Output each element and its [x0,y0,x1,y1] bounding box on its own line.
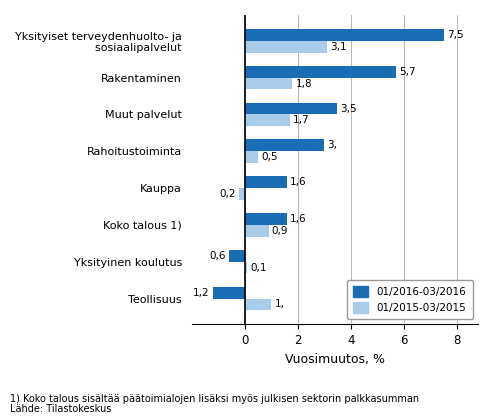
Bar [245,41,327,52]
Text: 5,7: 5,7 [399,67,416,77]
Text: 1,8: 1,8 [295,79,312,89]
Bar [245,103,337,114]
Bar [245,114,290,126]
Text: 3,1: 3,1 [330,42,347,52]
Bar [245,299,271,310]
Bar [245,78,292,89]
Text: 3,5: 3,5 [341,104,357,114]
Text: 1,: 1, [274,300,284,310]
Text: 0,1: 0,1 [250,262,267,272]
Legend: 01/2016-03/2016, 01/2015-03/2015: 01/2016-03/2016, 01/2015-03/2015 [347,280,473,319]
Bar [245,29,444,41]
Text: 0,6: 0,6 [209,251,225,261]
Text: 1,2: 1,2 [193,287,210,297]
Bar [245,262,247,273]
Text: 0,5: 0,5 [261,152,278,162]
Bar [245,66,396,78]
Text: 1) Koko talous sisältää päätoimialojen lisäksi myös julkisen sektorin palkkasumm: 1) Koko talous sisältää päätoimialojen l… [10,394,419,404]
Bar [213,287,245,299]
Text: 1,7: 1,7 [293,115,310,125]
Bar [229,250,245,262]
Bar [245,139,324,151]
Text: 0,9: 0,9 [272,226,288,236]
Text: 3,: 3, [327,140,337,151]
X-axis label: Vuosimuutos, %: Vuosimuutos, % [285,353,385,366]
Text: 7,5: 7,5 [447,30,463,40]
Bar [239,188,245,200]
Text: 0,2: 0,2 [220,189,236,199]
Bar [245,213,287,225]
Text: 1,6: 1,6 [290,214,307,224]
Bar [245,176,287,188]
Text: 1,6: 1,6 [290,177,307,187]
Text: Lähde: Tilastokeskus: Lähde: Tilastokeskus [10,404,111,414]
Bar [245,225,269,237]
Bar [245,151,258,163]
